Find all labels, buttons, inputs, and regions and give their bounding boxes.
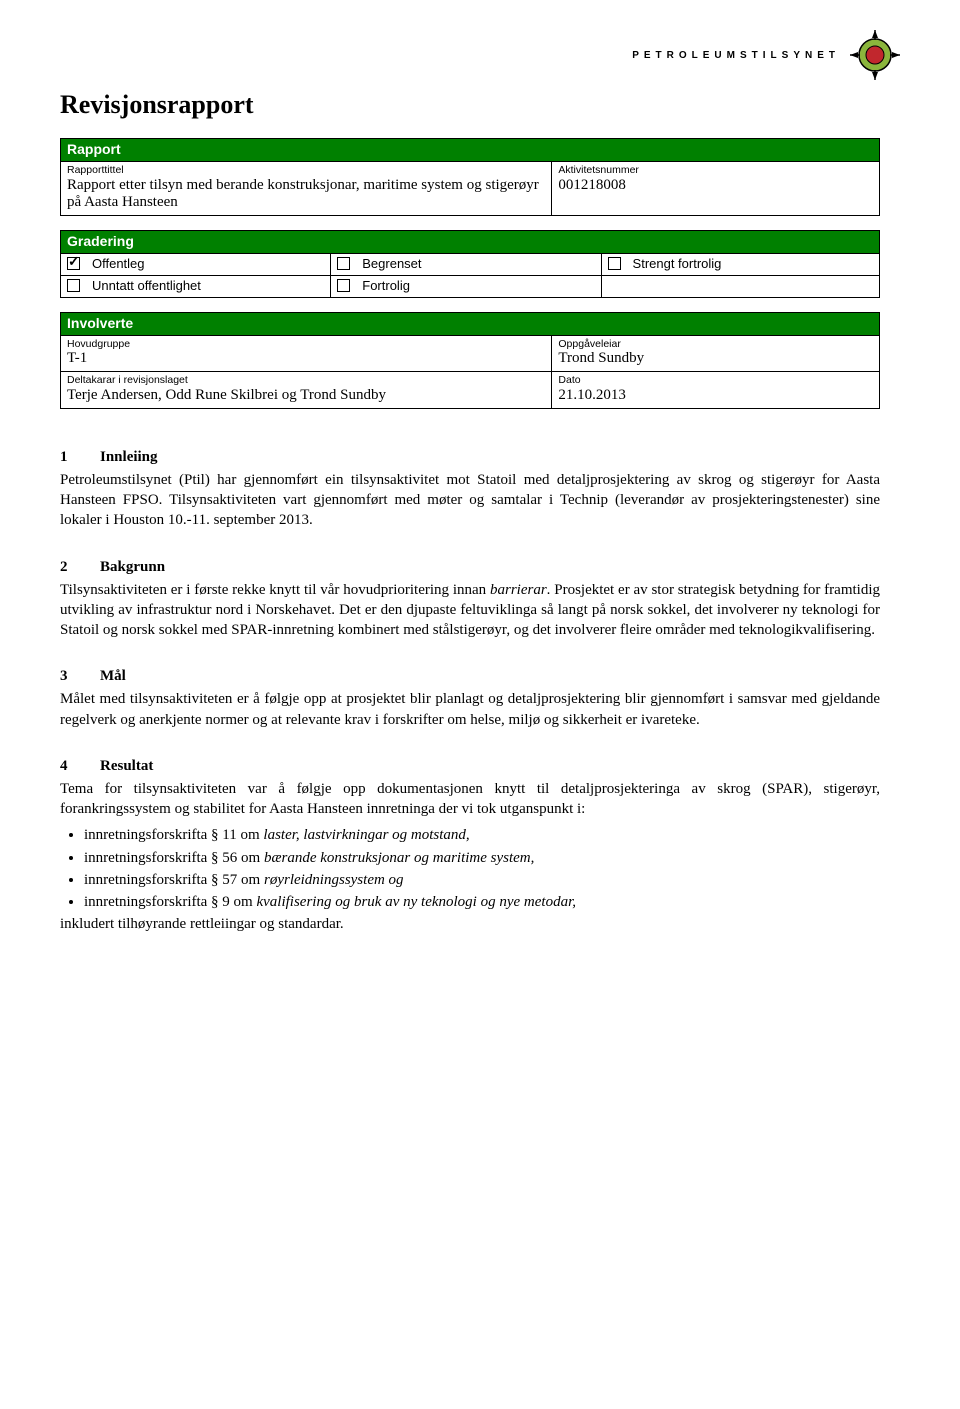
rapport-box: Rapport Rapporttittel Rapport etter tils…: [60, 138, 880, 216]
section-2-heading: 2Bakgrunn: [60, 559, 880, 576]
rapport-header: Rapport: [61, 139, 880, 162]
involverte-box: Involverte Hovudgruppe T-1 Oppgåveleiar …: [60, 312, 880, 409]
dato-label: Dato: [558, 374, 873, 387]
section-1-para: Petroleumstilsynet (Ptil) har gjennomfør…: [60, 470, 880, 531]
section-3-num: 3: [60, 668, 100, 685]
brand-logo: PETROLEUMSTILSYNET: [632, 30, 900, 80]
rapporttittel-value: Rapport etter tilsyn med berande konstru…: [67, 177, 539, 210]
checkbox-fortrolig: [337, 279, 350, 292]
compass-icon: [850, 30, 900, 80]
body-text: 1Innleiing Petroleumstilsynet (Ptil) har…: [60, 449, 880, 935]
section-4-heading: 4Resultat: [60, 758, 880, 775]
deltakarar-value: Terje Andersen, Odd Rune Skilbrei og Tro…: [67, 387, 386, 403]
checkbox-unntatt: [67, 279, 80, 292]
section-4-list: innretningsforskrifta § 11 om laster, la…: [84, 825, 880, 912]
checkbox-offentleg: [67, 257, 80, 270]
oppgaveleiar-label: Oppgåveleiar: [558, 338, 873, 351]
page-title: Revisjonsrapport: [60, 90, 900, 120]
section-2-para: Tilsynsaktiviteten er i første rekke kny…: [60, 580, 880, 641]
checkbox-begrenset: [337, 257, 350, 270]
aktivitetsnummer-label: Aktivitetsnummer: [558, 164, 873, 177]
section-3-para: Målet med tilsynsaktiviteten er å følgje…: [60, 689, 880, 730]
section-3-title: Mål: [100, 668, 126, 684]
aktivitetsnummer-value: 001218008: [558, 177, 626, 193]
list-item: innretningsforskrifta § 57 om røyrleidni…: [84, 870, 880, 890]
section-3-heading: 3Mål: [60, 668, 880, 685]
fortrolig-label: Fortrolig: [362, 278, 410, 293]
section-4-num: 4: [60, 758, 100, 775]
gradering-header: Gradering: [61, 230, 880, 253]
offentleg-label: Offentleg: [92, 256, 145, 271]
gradering-box: Gradering Offentleg Begrenset Strengt fo…: [60, 230, 880, 298]
hovudgruppe-value: T-1: [67, 350, 87, 366]
involverte-header: Involverte: [61, 312, 880, 335]
section-1-num: 1: [60, 449, 100, 466]
strengt-label: Strengt fortrolig: [633, 256, 722, 271]
deltakarar-label: Deltakarar i revisjonslaget: [67, 374, 545, 387]
list-item: innretningsforskrifta § 11 om laster, la…: [84, 825, 880, 845]
brand-text: PETROLEUMSTILSYNET: [632, 50, 840, 61]
section-2-num: 2: [60, 559, 100, 576]
begrenset-label: Begrenset: [362, 256, 421, 271]
list-item: innretningsforskrifta § 9 om kvalifiseri…: [84, 892, 880, 912]
list-item: innretningsforskrifta § 56 om bærande ko…: [84, 848, 880, 868]
checkbox-strengt: [608, 257, 621, 270]
section-4-title: Resultat: [100, 758, 153, 774]
section-1-title: Innleiing: [100, 449, 158, 465]
section-4-para-2: inkludert tilhøyrande rettleiingar og st…: [60, 914, 880, 934]
section-4-para-1: Tema for tilsynsaktiviteten var å følgje…: [60, 779, 880, 820]
hovudgruppe-label: Hovudgruppe: [67, 338, 545, 351]
section-1-heading: 1Innleiing: [60, 449, 880, 466]
unntatt-label: Unntatt offentlighet: [92, 278, 201, 293]
section-2-title: Bakgrunn: [100, 559, 165, 575]
oppgaveleiar-value: Trond Sundby: [558, 350, 644, 366]
dato-value: 21.10.2013: [558, 387, 626, 403]
rapporttittel-label: Rapporttittel: [67, 164, 545, 177]
